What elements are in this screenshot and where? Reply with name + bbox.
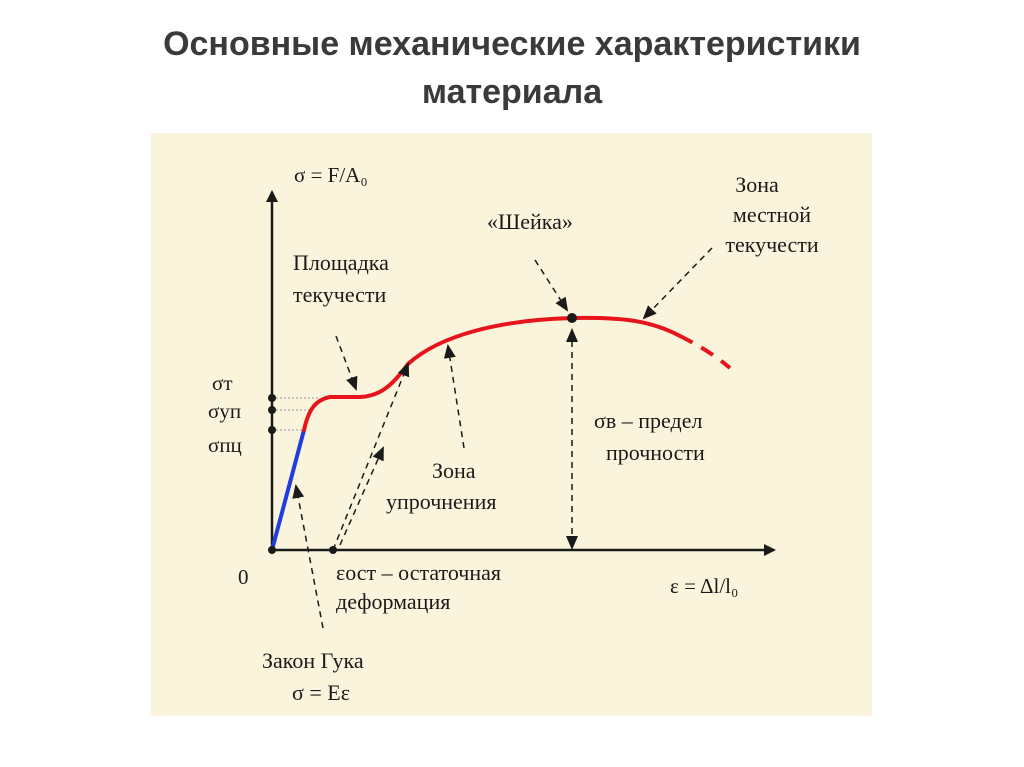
local-yield-label-2: местной xyxy=(733,202,811,227)
x-axis-label: ε = Δl/l₀ xyxy=(670,574,738,598)
sigma-pts-dot xyxy=(268,426,276,434)
residual-label-2: деформация xyxy=(336,589,450,614)
reloading-line xyxy=(339,446,384,546)
unloading-line xyxy=(332,362,410,551)
yield-plateau-label-1: Площадка xyxy=(293,250,389,275)
neck-label: «Шейка» xyxy=(487,209,573,234)
neck-point xyxy=(567,313,577,323)
sigma-t-dot xyxy=(268,394,276,402)
title-line-1: Основные механические характеристики xyxy=(163,25,861,63)
elastic-segment xyxy=(270,429,306,551)
slide-title: Основные механические характеристики мат… xyxy=(0,20,1024,116)
ultimate-label-2: прочности xyxy=(606,440,705,465)
sigma-t-label: σт xyxy=(212,371,233,395)
hooke-pointer xyxy=(292,484,324,629)
hooke-label-2: σ = Eε xyxy=(292,680,350,705)
stress-strain-curve-dashed xyxy=(679,334,732,370)
hardening-label-2: упрочнения xyxy=(386,489,496,514)
y-axis-label: σ = F/A₀ xyxy=(294,163,368,187)
hooke-label-1: Закон Гука xyxy=(262,648,364,673)
sigma-up-dot xyxy=(268,406,276,414)
sigma-up-label: σуп xyxy=(208,399,241,423)
title-line-2: материала xyxy=(421,73,603,111)
hardening-label-1: Зона xyxy=(432,458,476,483)
local-yield-pointer xyxy=(642,247,713,320)
yield-plateau-pointer xyxy=(335,335,358,391)
yield-plateau-label-2: текучести xyxy=(293,282,387,307)
local-yield-label-3: текучести xyxy=(725,232,819,257)
local-yield-label-1: Зона xyxy=(735,172,779,197)
hardening-pointer xyxy=(443,344,465,449)
ultimate-label-1: σв – предел xyxy=(594,408,702,433)
residual-label-1: εост – остаточная xyxy=(336,560,501,585)
stress-strain-curve xyxy=(302,315,682,432)
sigma-pts-label: σпц xyxy=(208,433,242,457)
neck-pointer xyxy=(534,259,569,312)
origin-label: 0 xyxy=(238,565,249,589)
origin-point xyxy=(268,546,276,554)
